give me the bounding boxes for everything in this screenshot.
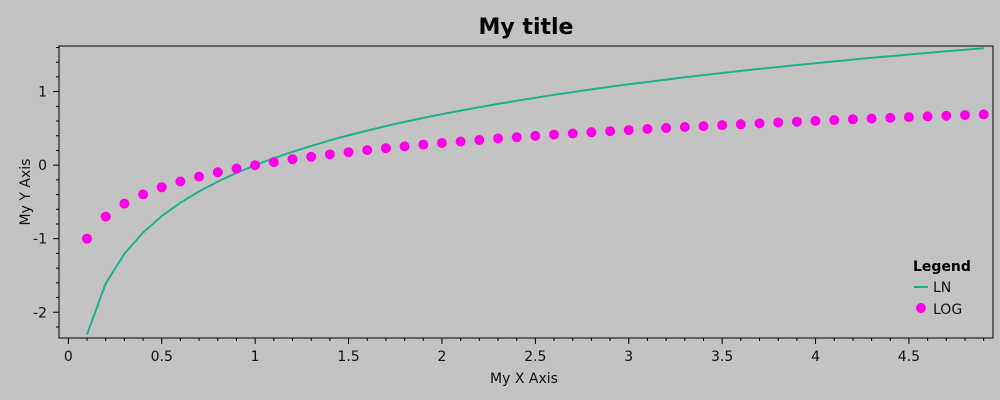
series-point-log <box>717 120 728 131</box>
series-point-log <box>343 147 354 158</box>
series-point-log <box>922 111 933 122</box>
x-tick-label: 2 <box>437 349 446 365</box>
x-tick-label: 4.5 <box>898 349 920 365</box>
series-point-log <box>605 126 616 137</box>
series-point-log <box>100 211 111 222</box>
series-point-log <box>567 128 578 139</box>
series-point-log <box>250 160 261 171</box>
y-axis-title: My Y Axis <box>18 159 34 226</box>
x-axis-title: My X Axis <box>490 371 558 387</box>
plot-frame <box>58 45 994 339</box>
legend-title: Legend <box>913 259 971 275</box>
series-point-log <box>306 151 317 162</box>
series-point-log <box>474 135 485 145</box>
x-tick-label: 0.5 <box>151 349 173 365</box>
series-point-log <box>399 141 410 152</box>
series-point-log <box>941 110 952 121</box>
series-layer <box>82 47 989 335</box>
series-point-log <box>436 138 447 148</box>
series-point-log <box>231 163 242 174</box>
series-point-log <box>623 125 634 136</box>
series-point-log <box>380 143 391 154</box>
series-point-log <box>754 118 765 129</box>
legend-swatch-log <box>916 303 926 313</box>
y-axis: -2 -1 0 1 <box>33 46 59 328</box>
x-axis: 0 0.5 1 1.5 2 2.5 3 3.5 4 4.5 <box>64 338 985 365</box>
x-tick-label: 1 <box>251 349 260 365</box>
series-point-log <box>138 189 149 200</box>
series-point-log <box>493 133 503 144</box>
legend-label-ln: LN <box>933 280 951 296</box>
series-point-log <box>287 154 298 165</box>
series-point-log <box>212 167 223 178</box>
x-tick-label: 3.5 <box>711 349 733 365</box>
plot-area <box>58 45 994 339</box>
series-point-log <box>661 123 672 133</box>
series-point-log <box>175 176 186 187</box>
legend-label-log: LOG <box>933 302 962 318</box>
series-point-log <box>810 115 821 126</box>
series-point-log <box>530 130 541 141</box>
y-tick-label: 0 <box>38 158 47 174</box>
chart-title: My title <box>479 15 574 40</box>
series-point-log <box>511 132 522 143</box>
series-point-log <box>735 119 746 130</box>
series-point-log <box>418 139 429 150</box>
series-line-ln <box>86 47 984 335</box>
x-tick-label: 3 <box>624 349 633 365</box>
x-tick-label: 0 <box>64 349 73 365</box>
x-tick-label: 2.5 <box>524 349 546 365</box>
series-point-log <box>268 157 279 168</box>
series-point-log <box>978 109 989 120</box>
series-point-log <box>885 112 896 123</box>
series-point-log <box>586 127 597 138</box>
series-point-log <box>362 145 373 156</box>
series-point-log <box>679 122 690 132</box>
y-tick-label: -2 <box>33 305 47 321</box>
series-point-log <box>82 233 92 244</box>
series-point-log <box>847 114 858 125</box>
series-point-log <box>156 182 167 193</box>
series-point-log <box>903 112 914 123</box>
legend: Legend LN LOG <box>913 259 971 318</box>
x-tick-label: 4 <box>811 349 820 365</box>
series-point-log <box>549 129 559 140</box>
series-point-log <box>791 116 802 127</box>
series-point-log <box>960 110 970 121</box>
series-point-log <box>324 149 335 160</box>
series-point-log <box>866 113 877 124</box>
series-point-log <box>698 121 709 132</box>
series-point-log <box>829 115 840 126</box>
series-point-log <box>119 198 130 209</box>
y-tick-label: -1 <box>33 232 47 248</box>
series-point-log <box>455 136 466 147</box>
series-point-log <box>642 124 653 134</box>
series-point-log <box>773 117 784 128</box>
series-point-log <box>194 171 205 182</box>
y-tick-label: 1 <box>38 85 47 101</box>
x-tick-label: 1.5 <box>337 349 359 365</box>
